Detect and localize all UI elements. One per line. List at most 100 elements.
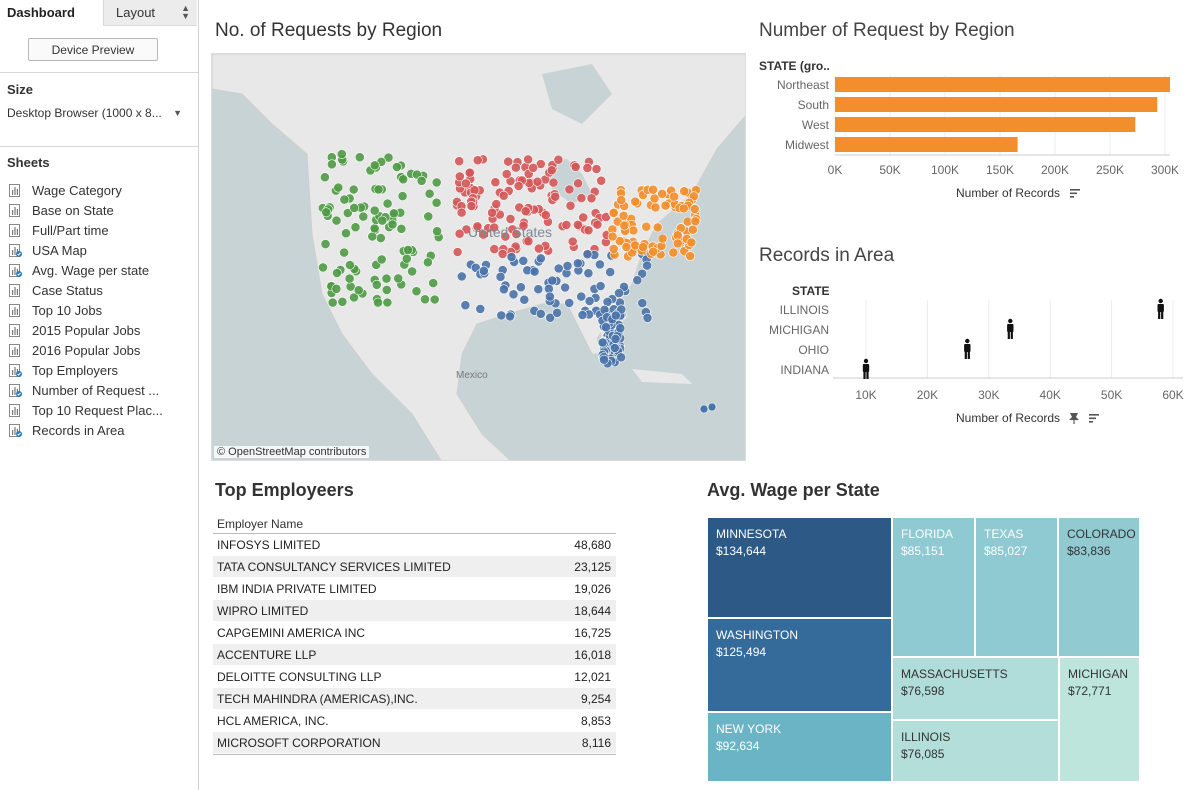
map-point[interactable] [608, 207, 619, 218]
map-point[interactable] [373, 297, 383, 308]
map-point[interactable] [630, 196, 641, 207]
map-point[interactable] [337, 296, 348, 307]
map-point[interactable] [489, 222, 500, 233]
bar-category-label[interactable]: South [798, 98, 829, 112]
map-point[interactable] [576, 291, 587, 302]
map-point[interactable] [669, 191, 679, 202]
map-point[interactable] [478, 265, 489, 276]
treemap-cell-michigan[interactable]: MICHIGAN $72,771 [1059, 657, 1140, 782]
map-point[interactable] [572, 219, 583, 230]
map-point[interactable] [428, 278, 439, 288]
map-point[interactable] [672, 238, 683, 249]
sheet-item[interactable]: Wage Category [9, 182, 194, 202]
map-point[interactable] [520, 206, 531, 217]
map-point[interactable] [616, 352, 626, 363]
map-point[interactable] [320, 239, 331, 249]
map-point[interactable] [540, 210, 551, 220]
map-point[interactable] [369, 205, 380, 216]
table-row[interactable]: WIPRO LIMITED 18,644 [213, 600, 616, 622]
map-point[interactable] [550, 191, 561, 202]
map-point[interactable] [348, 184, 359, 195]
sheet-item[interactable]: Case Status [9, 282, 194, 302]
map-point[interactable] [375, 233, 386, 243]
map-point[interactable] [545, 312, 556, 323]
map-point[interactable] [619, 220, 630, 231]
map-point[interactable] [456, 207, 467, 218]
bar-axis-title[interactable]: Number of Records [956, 186, 1060, 200]
map-point[interactable] [616, 195, 627, 205]
map-point[interactable] [411, 286, 422, 297]
map-point[interactable] [583, 225, 594, 236]
map-point[interactable] [689, 204, 700, 214]
sheet-item[interactable]: 2015 Popular Jobs [9, 322, 194, 342]
treemap-cell-new-york[interactable]: NEW YORK $92,634 [707, 712, 892, 782]
records-area-chart[interactable]: STATE 10K 20K 30K 40K 50K 60K ILLINOIS MICHIGAN O… [758, 280, 1188, 430]
map-point[interactable] [432, 226, 442, 237]
map-point[interactable] [584, 296, 595, 306]
map-point[interactable] [382, 198, 393, 209]
map-point[interactable] [614, 236, 625, 246]
map-points[interactable] [317, 149, 717, 414]
map-point[interactable] [331, 283, 342, 294]
map-point[interactable] [472, 155, 483, 166]
map-point[interactable] [393, 273, 404, 284]
map-point[interactable] [529, 266, 540, 277]
map-point[interactable] [333, 182, 344, 193]
map-point[interactable] [349, 202, 360, 213]
map-point[interactable] [469, 185, 480, 196]
map-point[interactable] [518, 255, 529, 266]
map-point[interactable] [686, 237, 697, 248]
map-point[interactable] [637, 298, 648, 308]
map-point[interactable] [498, 284, 509, 295]
map-point[interactable] [607, 231, 618, 242]
map-point[interactable] [376, 254, 387, 265]
map-point[interactable] [475, 303, 486, 314]
records-chart-header[interactable]: STATE [792, 284, 830, 298]
map-point[interactable] [650, 202, 661, 213]
map-point[interactable] [478, 229, 489, 240]
table-row[interactable]: MICROSOFT CORPORATION 8,116 [213, 732, 616, 754]
map-point[interactable] [397, 191, 408, 201]
map-point[interactable] [544, 291, 555, 302]
map-point[interactable] [454, 228, 465, 239]
map-point[interactable] [381, 273, 392, 284]
map-point[interactable] [339, 194, 350, 205]
map-point[interactable] [596, 175, 607, 186]
map-point[interactable] [513, 181, 524, 191]
map-point[interactable] [497, 248, 508, 259]
map-point[interactable] [564, 297, 575, 308]
map-point[interactable] [600, 322, 611, 333]
device-preview-button[interactable]: Device Preview [28, 38, 158, 61]
map-point[interactable] [353, 285, 364, 296]
map-point[interactable] [605, 267, 616, 277]
map-point[interactable] [533, 284, 544, 295]
map-point[interactable] [342, 208, 353, 218]
map-point[interactable] [547, 275, 558, 286]
map-point[interactable] [572, 258, 583, 269]
map-point[interactable] [431, 197, 442, 208]
map-point[interactable] [690, 216, 701, 227]
map-point[interactable] [582, 249, 593, 260]
sheet-item[interactable]: Top Employers [9, 362, 194, 382]
map-point[interactable] [327, 297, 338, 308]
map-point[interactable] [586, 193, 597, 204]
map-point[interactable] [518, 220, 529, 231]
sheet-item[interactable]: Full/Part time [9, 222, 194, 242]
table-row[interactable]: CAPGEMINI AMERICA INC 16,725 [213, 622, 616, 644]
bar-category-label[interactable]: Midwest [785, 138, 830, 152]
map-point[interactable] [553, 263, 564, 274]
bar-west[interactable] [835, 117, 1136, 132]
tab-dashboard[interactable]: Dashboard [7, 5, 75, 20]
map-point[interactable] [491, 199, 502, 209]
map-point[interactable] [369, 160, 380, 171]
map-point[interactable] [523, 236, 534, 247]
map-point[interactable] [367, 231, 378, 242]
map-point[interactable] [533, 243, 544, 254]
records-category-label[interactable]: OHIO [798, 343, 829, 357]
map-point[interactable] [519, 294, 530, 305]
map-point[interactable] [642, 312, 653, 323]
map-point[interactable] [373, 184, 384, 195]
map-point[interactable] [377, 215, 388, 226]
map-point[interactable] [460, 300, 471, 311]
map-point[interactable] [632, 275, 643, 286]
